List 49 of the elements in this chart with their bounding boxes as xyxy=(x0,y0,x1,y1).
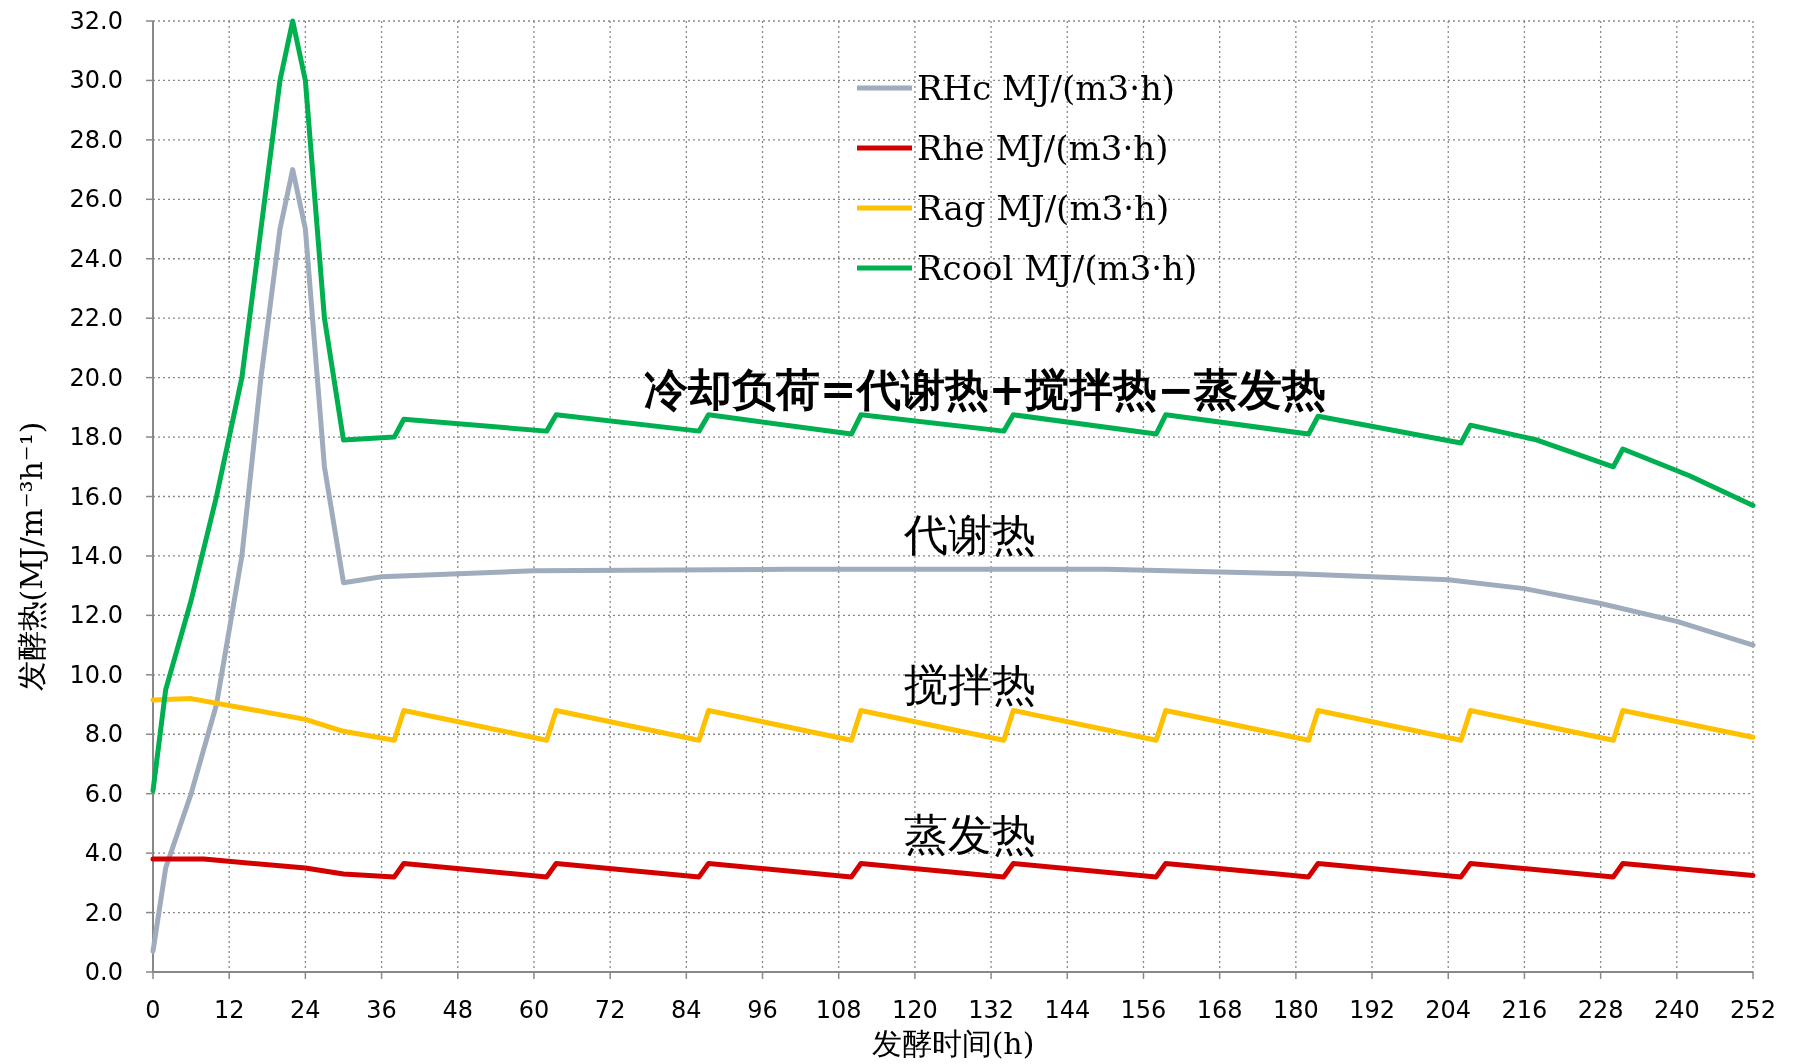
x-tick-label: 180 xyxy=(1272,996,1319,1024)
y-tick-label: 24.0 xyxy=(69,244,123,273)
y-tick-label: 32.0 xyxy=(69,7,123,35)
x-tick-label: 204 xyxy=(1425,996,1472,1024)
x-tick-label: 60 xyxy=(518,996,550,1024)
x-tick-label: 144 xyxy=(1044,996,1091,1024)
y-tick-label: 4.0 xyxy=(84,839,123,868)
y-tick-label: 20.0 xyxy=(69,363,123,392)
y-tick-label: 10.0 xyxy=(69,660,123,689)
legend-label: Rag MJ/(m3·h) xyxy=(917,188,1170,228)
annotation: 冷却负荷=代谢热+搅拌热−蒸发热 xyxy=(643,364,1327,415)
y-axis-title: 发酵热(MJ/m⁻³h⁻¹) xyxy=(14,421,49,692)
annotation: 搅拌热 xyxy=(904,659,1036,710)
y-tick-label: 18.0 xyxy=(69,423,123,452)
legend-label: Rhe MJ/(m3·h) xyxy=(917,128,1169,168)
legend-label: Rcool MJ/(m3·h) xyxy=(917,248,1198,288)
x-tick-label: 24 xyxy=(290,996,321,1024)
y-tick-label: 16.0 xyxy=(69,482,123,511)
annotation: 蒸发热 xyxy=(904,809,1036,860)
y-tick-label: 8.0 xyxy=(84,720,123,749)
y-tick-label: 12.0 xyxy=(69,601,123,630)
x-tick-label: 120 xyxy=(892,996,938,1024)
x-tick-label: 168 xyxy=(1196,996,1243,1024)
x-tick-label: 252 xyxy=(1730,996,1776,1024)
y-tick-label: 14.0 xyxy=(69,541,123,570)
x-tick-label: 192 xyxy=(1349,996,1395,1024)
x-tick-label: 0 xyxy=(145,996,161,1024)
y-tick-label: 30.0 xyxy=(69,66,123,95)
x-tick-label: 12 xyxy=(213,996,245,1024)
y-tick-label: 26.0 xyxy=(69,185,123,214)
x-tick-label: 240 xyxy=(1653,996,1700,1024)
annotation: 代谢热 xyxy=(903,509,1036,560)
y-tick-label: 6.0 xyxy=(84,779,123,808)
x-tick-label: 108 xyxy=(815,996,862,1024)
x-tick-label: 84 xyxy=(671,996,702,1024)
x-tick-label: 48 xyxy=(442,996,474,1024)
y-tick-label: 2.0 xyxy=(84,898,123,927)
x-tick-label: 216 xyxy=(1501,996,1548,1024)
x-tick-label: 156 xyxy=(1120,996,1167,1024)
x-tick-label: 96 xyxy=(747,996,778,1024)
y-tick-label: 0.0 xyxy=(84,958,123,986)
x-tick-label: 36 xyxy=(366,996,397,1024)
legend-label: RHc MJ/(m3·h) xyxy=(917,68,1176,108)
x-tick-label: 132 xyxy=(968,996,1014,1024)
x-tick-label: 72 xyxy=(594,996,626,1024)
y-tick-label: 28.0 xyxy=(69,125,123,154)
y-tick-label: 22.0 xyxy=(69,304,123,333)
x-axis-title: 发酵时间(h) xyxy=(871,1026,1035,1061)
x-tick-label: 228 xyxy=(1577,996,1624,1024)
